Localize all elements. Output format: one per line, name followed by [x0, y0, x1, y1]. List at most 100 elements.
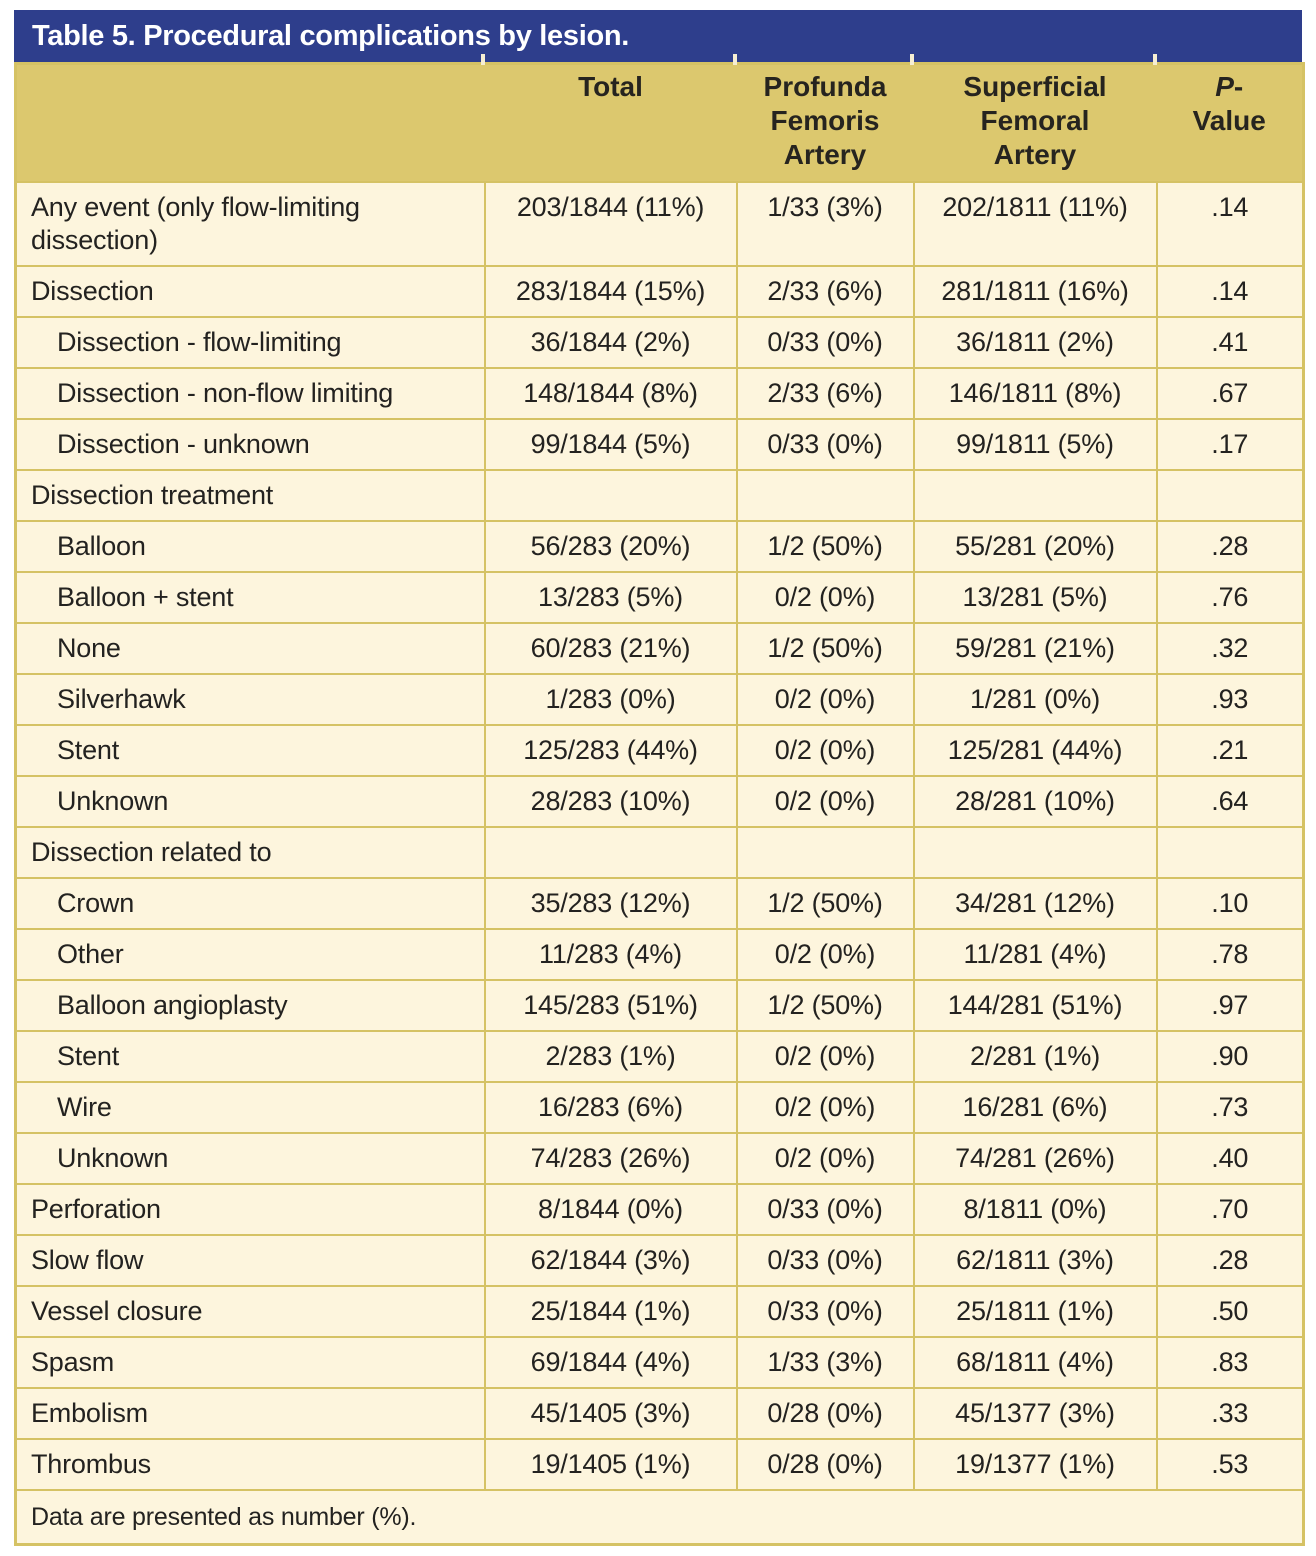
superficial-femoral-value-cell: 19/1377 (1%) — [912, 1438, 1158, 1491]
table-row: Other 11/283 (4%) 0/2 (0%) 11/281 (4%) .… — [14, 928, 1305, 981]
p-value-cell: .78 — [1155, 928, 1305, 981]
profunda-femoris-value-cell: 0/2 (0%) — [735, 1132, 915, 1185]
superficial-femoral-value-cell: 11/281 (4%) — [912, 928, 1158, 981]
p-value-cell: .90 — [1155, 1030, 1305, 1083]
p-value-cell: .93 — [1155, 673, 1305, 726]
row-label-cell: Spasm — [14, 1336, 486, 1389]
table-title: Table 5. Procedural complications by les… — [32, 20, 630, 52]
table-row: Thrombus 19/1405 (1%) 0/28 (0%) 19/1377 … — [14, 1438, 1305, 1491]
column-divider-tick — [1153, 54, 1157, 65]
profunda-femoris-value-cell: 0/2 (0%) — [735, 775, 915, 828]
superficial-femoral-value-cell: 28/281 (10%) — [912, 775, 1158, 828]
total-value-cell — [483, 469, 738, 522]
superficial-femoral-value-cell: 99/1811 (5%) — [912, 418, 1158, 471]
profunda-femoris-value-cell: 0/2 (0%) — [735, 928, 915, 981]
profunda-femoris-value-cell: 0/28 (0%) — [735, 1387, 915, 1440]
total-value-cell: 125/283 (44%) — [483, 724, 738, 777]
p-value-cell: .10 — [1155, 877, 1305, 930]
table-row: Unknown 28/283 (10%) 0/2 (0%) 28/281 (10… — [14, 775, 1305, 828]
profunda-femoris-value-cell: 0/2 (0%) — [735, 673, 915, 726]
table-row: Perforation 8/1844 (0%) 0/33 (0%) 8/1811… — [14, 1183, 1305, 1236]
table-row: Dissection - flow-limiting 36/1844 (2%) … — [14, 316, 1305, 369]
total-value-cell — [483, 826, 738, 879]
footnote-row: Data are presented as number (%). — [14, 1489, 1305, 1546]
table-header: Total Profunda Femoris Artery Superficia… — [15, 63, 1304, 182]
row-label-cell: Perforation — [14, 1183, 486, 1236]
total-value-cell: 60/283 (21%) — [483, 622, 738, 675]
p-value-cell: .28 — [1155, 1234, 1305, 1287]
total-value-cell: 11/283 (4%) — [483, 928, 738, 981]
column-header-profunda-femoris-artery: Profunda Femoris Artery — [736, 63, 914, 182]
profunda-femoris-value-cell — [735, 469, 915, 522]
total-value-cell: 1/283 (0%) — [483, 673, 738, 726]
row-label-cell: Stent — [14, 724, 486, 777]
superficial-femoral-value-cell: 74/281 (26%) — [912, 1132, 1158, 1185]
total-value-cell: 36/1844 (2%) — [483, 316, 738, 369]
table-row: Unknown 74/283 (26%) 0/2 (0%) 74/281 (26… — [14, 1132, 1305, 1185]
table-row: Stent 2/283 (1%) 0/2 (0%) 2/281 (1%) .90 — [14, 1030, 1305, 1083]
profunda-femoris-value-cell: 0/2 (0%) — [735, 1081, 915, 1134]
row-label-cell: Crown — [14, 877, 486, 930]
row-label-cell: Unknown — [14, 775, 486, 828]
table-row: Dissection related to — [14, 826, 1305, 879]
superficial-femoral-value-cell: 1/281 (0%) — [912, 673, 1158, 726]
profunda-femoris-value-cell: 1/2 (50%) — [735, 979, 915, 1032]
row-label-cell: Thrombus — [14, 1438, 486, 1491]
superficial-femoral-value-cell: 25/1811 (1%) — [912, 1285, 1158, 1338]
p-value-cell — [1155, 469, 1305, 522]
total-value-cell: 2/283 (1%) — [483, 1030, 738, 1083]
p-value-cell: .76 — [1155, 571, 1305, 624]
total-value-cell: 145/283 (51%) — [483, 979, 738, 1032]
superficial-femoral-value-cell: 16/281 (6%) — [912, 1081, 1158, 1134]
total-value-cell: 99/1844 (5%) — [483, 418, 738, 471]
p-value-cell: .64 — [1155, 775, 1305, 828]
table-row: Balloon + stent 13/283 (5%) 0/2 (0%) 13/… — [14, 571, 1305, 624]
table-row: Embolism 45/1405 (3%) 0/28 (0%) 45/1377 … — [14, 1387, 1305, 1440]
table-row: None 60/283 (21%) 1/2 (50%) 59/281 (21%)… — [14, 622, 1305, 675]
superficial-femoral-value-cell: 202/1811 (11%) — [912, 181, 1158, 267]
row-label-cell: Balloon — [14, 520, 486, 573]
p-value-cell: .32 — [1155, 622, 1305, 675]
profunda-femoris-value-cell — [735, 826, 915, 879]
row-label-cell: Vessel closure — [14, 1285, 486, 1338]
complications-table: Total Profunda Femoris Artery Superficia… — [14, 62, 1305, 1546]
superficial-femoral-value-cell: 144/281 (51%) — [912, 979, 1158, 1032]
table-row: Spasm 69/1844 (4%) 1/33 (3%) 68/1811 (4%… — [14, 1336, 1305, 1389]
p-value-cell: .33 — [1155, 1387, 1305, 1440]
p-value-cell: .50 — [1155, 1285, 1305, 1338]
table-row: Wire 16/283 (6%) 0/2 (0%) 16/281 (6%) .7… — [14, 1081, 1305, 1134]
p-value-cell: .40 — [1155, 1132, 1305, 1185]
table-row: Stent 125/283 (44%) 0/2 (0%) 125/281 (44… — [14, 724, 1305, 777]
p-value-cell: .17 — [1155, 418, 1305, 471]
profunda-femoris-value-cell: 0/2 (0%) — [735, 571, 915, 624]
table-row: Dissection treatment — [14, 469, 1305, 522]
profunda-femoris-value-cell: 1/33 (3%) — [735, 181, 915, 267]
superficial-femoral-value-cell — [912, 826, 1158, 879]
profunda-femoris-value-cell: 0/33 (0%) — [735, 1234, 915, 1287]
profunda-femoris-value-cell: 1/2 (50%) — [735, 520, 915, 573]
p-value-cell: .97 — [1155, 979, 1305, 1032]
superficial-femoral-value-cell: 34/281 (12%) — [912, 877, 1158, 930]
column-header-p-value: P- Value — [1156, 63, 1304, 182]
table-row: Balloon 56/283 (20%) 1/2 (50%) 55/281 (2… — [14, 520, 1305, 573]
header-row: Total Profunda Femoris Artery Superficia… — [15, 63, 1304, 182]
row-label-cell: Balloon angioplasty — [14, 979, 486, 1032]
total-value-cell: 28/283 (10%) — [483, 775, 738, 828]
row-label-cell: Balloon + stent — [14, 571, 486, 624]
total-value-cell: 203/1844 (11%) — [483, 181, 738, 267]
column-divider-tick — [481, 54, 485, 65]
p-value-cell — [1155, 826, 1305, 879]
table-title-bar: Table 5. Procedural complications by les… — [14, 10, 1302, 65]
p-value-cell: .67 — [1155, 367, 1305, 420]
profunda-femoris-value-cell: 0/2 (0%) — [735, 1030, 915, 1083]
row-label-cell: Embolism — [14, 1387, 486, 1440]
column-header-empty — [15, 63, 485, 182]
row-label-cell: Dissection treatment — [14, 469, 486, 522]
row-label-cell: Other — [14, 928, 486, 981]
row-label-cell: Wire — [14, 1081, 486, 1134]
row-label-cell: Unknown — [14, 1132, 486, 1185]
table-row: Any event (only flow-limiting dissection… — [14, 181, 1305, 267]
row-label-cell: Silverhawk — [14, 673, 486, 726]
superficial-femoral-value-cell: 281/1811 (16%) — [912, 265, 1158, 318]
